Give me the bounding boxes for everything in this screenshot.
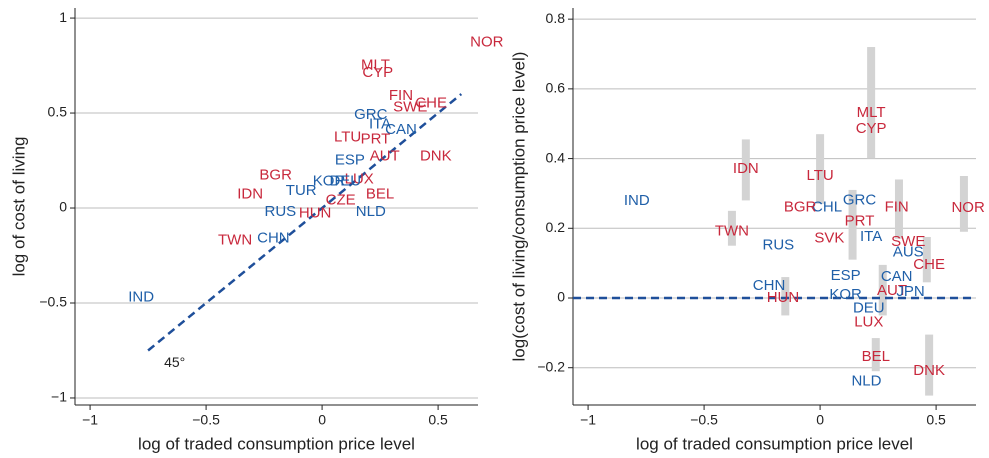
x-tick-label: 0.5	[428, 412, 448, 428]
point-label: CYP	[362, 64, 393, 81]
x-tick-label: −1	[82, 412, 98, 428]
point-label: RUS	[762, 237, 794, 254]
point-label: DNK	[420, 148, 452, 165]
y-tick-label: 0	[59, 199, 67, 215]
point-label: CYP	[856, 120, 887, 137]
point-label: LTU	[334, 129, 361, 146]
interval	[894, 179, 903, 239]
point-label: GRC	[843, 191, 877, 208]
point-label: LUX	[345, 170, 374, 187]
point-label: NLD	[356, 203, 386, 220]
point-label: CHE	[913, 256, 945, 273]
x-tick-label: 0	[816, 412, 824, 428]
diagonal-label: 45°	[164, 354, 185, 370]
y-axis-title: log of cost of living	[9, 137, 28, 277]
point-label: SVK	[814, 230, 844, 247]
point-label: KOR	[313, 172, 346, 189]
x-tick-label: 0	[318, 412, 326, 428]
point-label: CHN	[753, 277, 786, 294]
point-label: PRT	[361, 131, 391, 148]
interval	[741, 139, 750, 201]
y-tick-label: −0.5	[39, 294, 67, 310]
point-label: IND	[624, 192, 650, 209]
point-label: AUT	[370, 148, 400, 165]
x-tick-label: 0.5	[926, 412, 946, 428]
point-label: FIN	[885, 198, 909, 215]
x-axis-title: log of traded consumption price level	[636, 434, 913, 453]
point-label: CAN	[385, 121, 417, 138]
interval	[959, 176, 968, 232]
point-label: ESP	[831, 267, 861, 284]
diagonal-line	[147, 93, 463, 352]
point-label: ESP	[335, 152, 365, 169]
point-label: TUR	[286, 182, 317, 199]
x-axis-title: log of traded consumption price level	[138, 434, 415, 453]
interval	[867, 47, 876, 159]
y-tick-label: 0.4	[546, 149, 566, 165]
point-label: BEL	[366, 186, 394, 203]
point-label: IND	[128, 288, 154, 305]
y-tick-label: −0.2	[537, 358, 565, 374]
point-label: CHN	[257, 229, 290, 246]
point-label: ITA	[860, 228, 882, 245]
point-label: IDN	[733, 160, 759, 177]
point-label: TWN	[218, 231, 252, 248]
interval	[878, 264, 887, 316]
point-label: LUX	[854, 313, 883, 330]
point-label: AUT	[877, 282, 907, 299]
y-tick-label: 0.2	[546, 219, 566, 235]
y-tick-label: 1	[59, 9, 67, 25]
y-tick-label: 0.5	[48, 104, 68, 120]
point-label: IDN	[237, 186, 263, 203]
y-axis-title: log(cost of living/consumption price lev…	[509, 52, 528, 362]
y-tick-label: 0.6	[546, 80, 566, 96]
point-label: AUS	[893, 244, 924, 261]
interval	[816, 134, 825, 204]
point-label: JPN	[896, 283, 924, 300]
point-label: RUS	[264, 203, 296, 220]
point-label: DEU	[329, 172, 361, 189]
point-label: MLT	[857, 104, 886, 121]
point-label: KOR	[829, 286, 862, 303]
interval	[922, 236, 931, 283]
point-label: CAN	[881, 268, 913, 285]
point-label: BGR	[259, 167, 292, 184]
y-tick-label: 0.8	[546, 10, 566, 26]
point-label: SWE	[891, 233, 925, 250]
point-label: TWN	[715, 223, 749, 240]
point-label: CHL	[812, 198, 842, 215]
point-label: PRT	[845, 212, 875, 229]
point-label: DNK	[913, 362, 945, 379]
interval	[781, 277, 790, 316]
point-label: CHE	[415, 95, 447, 112]
point-label: HUN	[299, 205, 332, 222]
interval	[727, 210, 736, 246]
interval	[848, 189, 857, 260]
point-label: DEU	[853, 299, 885, 316]
point-label: FIN	[389, 87, 413, 104]
y-tick-label: −1	[51, 389, 67, 405]
interval	[925, 334, 934, 396]
point-label: LTU	[806, 167, 833, 184]
interval	[871, 338, 880, 372]
point-label: CZE	[326, 191, 356, 208]
point-label: BGR	[784, 198, 817, 215]
point-label: BEL	[862, 348, 890, 365]
y-tick-label: 0	[557, 289, 565, 305]
x-tick-label: −0.5	[690, 412, 718, 428]
point-label: MLT	[361, 57, 390, 74]
point-label: HUN	[767, 289, 800, 306]
point-label: SWE	[393, 98, 427, 115]
x-tick-label: −0.5	[192, 412, 220, 428]
point-label: GRC	[354, 106, 388, 123]
point-label: NLD	[851, 373, 881, 390]
point-label: ITA	[369, 115, 391, 132]
x-tick-label: −1	[580, 412, 596, 428]
point-label: NOR	[470, 34, 504, 51]
point-label: NOR	[951, 199, 985, 216]
